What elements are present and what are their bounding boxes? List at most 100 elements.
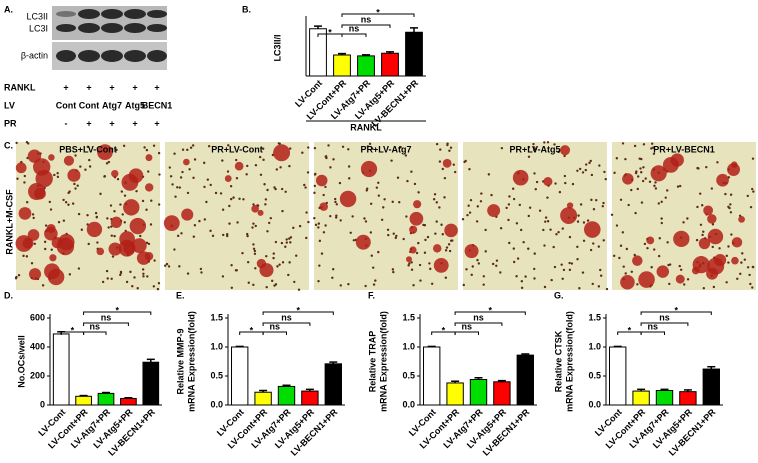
cell-dot xyxy=(347,282,350,286)
bar xyxy=(97,392,115,406)
cell-dot xyxy=(23,181,26,184)
cell-dot xyxy=(334,200,337,204)
cell-dot xyxy=(410,261,413,264)
cell-dot xyxy=(246,260,250,264)
osteoclast xyxy=(234,161,244,171)
cell-dot xyxy=(438,160,442,163)
cell-dot xyxy=(477,262,481,265)
cell-dot xyxy=(561,277,564,280)
cell-dot xyxy=(23,174,27,178)
cell-dot xyxy=(527,214,530,218)
osteoclast xyxy=(110,216,122,229)
cell-dot xyxy=(135,189,138,193)
cell-dot xyxy=(146,275,149,278)
cell-dot xyxy=(347,148,350,151)
cell-dot xyxy=(544,216,548,219)
osteoclast xyxy=(96,247,105,256)
cell-dot xyxy=(637,175,640,178)
cell-dot xyxy=(597,245,601,248)
cell-dot xyxy=(515,222,519,225)
cell-dot xyxy=(512,260,516,264)
cell-dot xyxy=(546,220,550,223)
cell-dot xyxy=(699,223,703,227)
cell-dot xyxy=(288,261,291,264)
cell-dot xyxy=(15,141,18,145)
cell-dot xyxy=(678,264,681,268)
cell-dot xyxy=(141,268,145,271)
cell-dot xyxy=(710,187,714,190)
cell-dot xyxy=(668,282,671,286)
cell-dot xyxy=(657,202,660,205)
osteoclast xyxy=(432,244,442,253)
cell-dot xyxy=(202,161,206,165)
cell-dot xyxy=(532,142,535,146)
cell-dot xyxy=(287,273,290,277)
cell-dot xyxy=(627,203,630,207)
cell-dot xyxy=(125,280,129,284)
cell-dot xyxy=(543,141,546,144)
cell-dot xyxy=(630,188,633,192)
cell-dot xyxy=(150,199,153,202)
row-cell: + xyxy=(109,82,114,92)
cell-dot xyxy=(452,163,455,166)
cell-dot xyxy=(430,282,434,285)
sig-label: ns xyxy=(90,321,101,331)
cell-dot xyxy=(652,146,655,149)
cell-dot xyxy=(552,245,555,249)
cell-dot xyxy=(101,280,105,284)
osteoclast xyxy=(67,168,81,182)
cell-dot xyxy=(293,280,296,284)
cell-dot xyxy=(563,174,567,178)
cell-dot xyxy=(251,226,254,229)
cell-dot xyxy=(370,254,373,257)
cell-dot xyxy=(475,220,479,223)
cell-dot xyxy=(666,241,669,244)
cell-dot xyxy=(165,262,169,266)
cell-dot xyxy=(252,243,255,246)
cell-dot xyxy=(22,254,25,258)
osteoclast xyxy=(444,223,458,238)
cell-dot xyxy=(434,232,437,235)
cell-dot xyxy=(235,177,239,180)
cell-dot xyxy=(121,213,124,216)
cell-dot xyxy=(285,238,288,241)
osteoclast xyxy=(691,266,700,275)
cell-dot xyxy=(686,278,690,281)
image-title: PR+LV-Cont xyxy=(211,144,263,154)
cell-dot xyxy=(624,157,627,161)
cell-dot xyxy=(751,187,754,191)
bar xyxy=(469,378,488,406)
cell-dot xyxy=(557,230,560,234)
cell-dot xyxy=(156,287,160,291)
cell-dot xyxy=(171,183,174,186)
cell-dot xyxy=(508,195,511,198)
cell-dot xyxy=(602,201,605,205)
sig-label: * xyxy=(488,305,492,315)
cell-dot xyxy=(267,221,271,225)
cell-dot xyxy=(586,219,590,222)
cell-dot xyxy=(590,173,594,177)
panel-letter: F. xyxy=(368,290,375,300)
cell-dot xyxy=(524,275,527,278)
cell-dot xyxy=(68,273,72,276)
cell-dot xyxy=(119,271,123,275)
osteoclast xyxy=(27,229,40,241)
cell-dot xyxy=(199,267,203,271)
cell-dot xyxy=(110,277,113,281)
y-tick-label: 0.0 xyxy=(210,399,223,409)
row-cell: + xyxy=(154,82,159,92)
cell-dot xyxy=(469,198,473,202)
cell-dot xyxy=(618,256,621,260)
cell-dot xyxy=(246,232,249,236)
cell-dot xyxy=(664,196,667,199)
cell-dot xyxy=(646,246,649,250)
cell-dot xyxy=(76,184,79,187)
osteoclast xyxy=(487,204,501,218)
cell-dot xyxy=(86,214,89,217)
cell-dot xyxy=(338,181,342,185)
cell-dot xyxy=(278,263,281,266)
sig-bracket xyxy=(640,331,665,335)
cell-dot xyxy=(307,220,310,224)
cell-dot xyxy=(341,145,345,149)
